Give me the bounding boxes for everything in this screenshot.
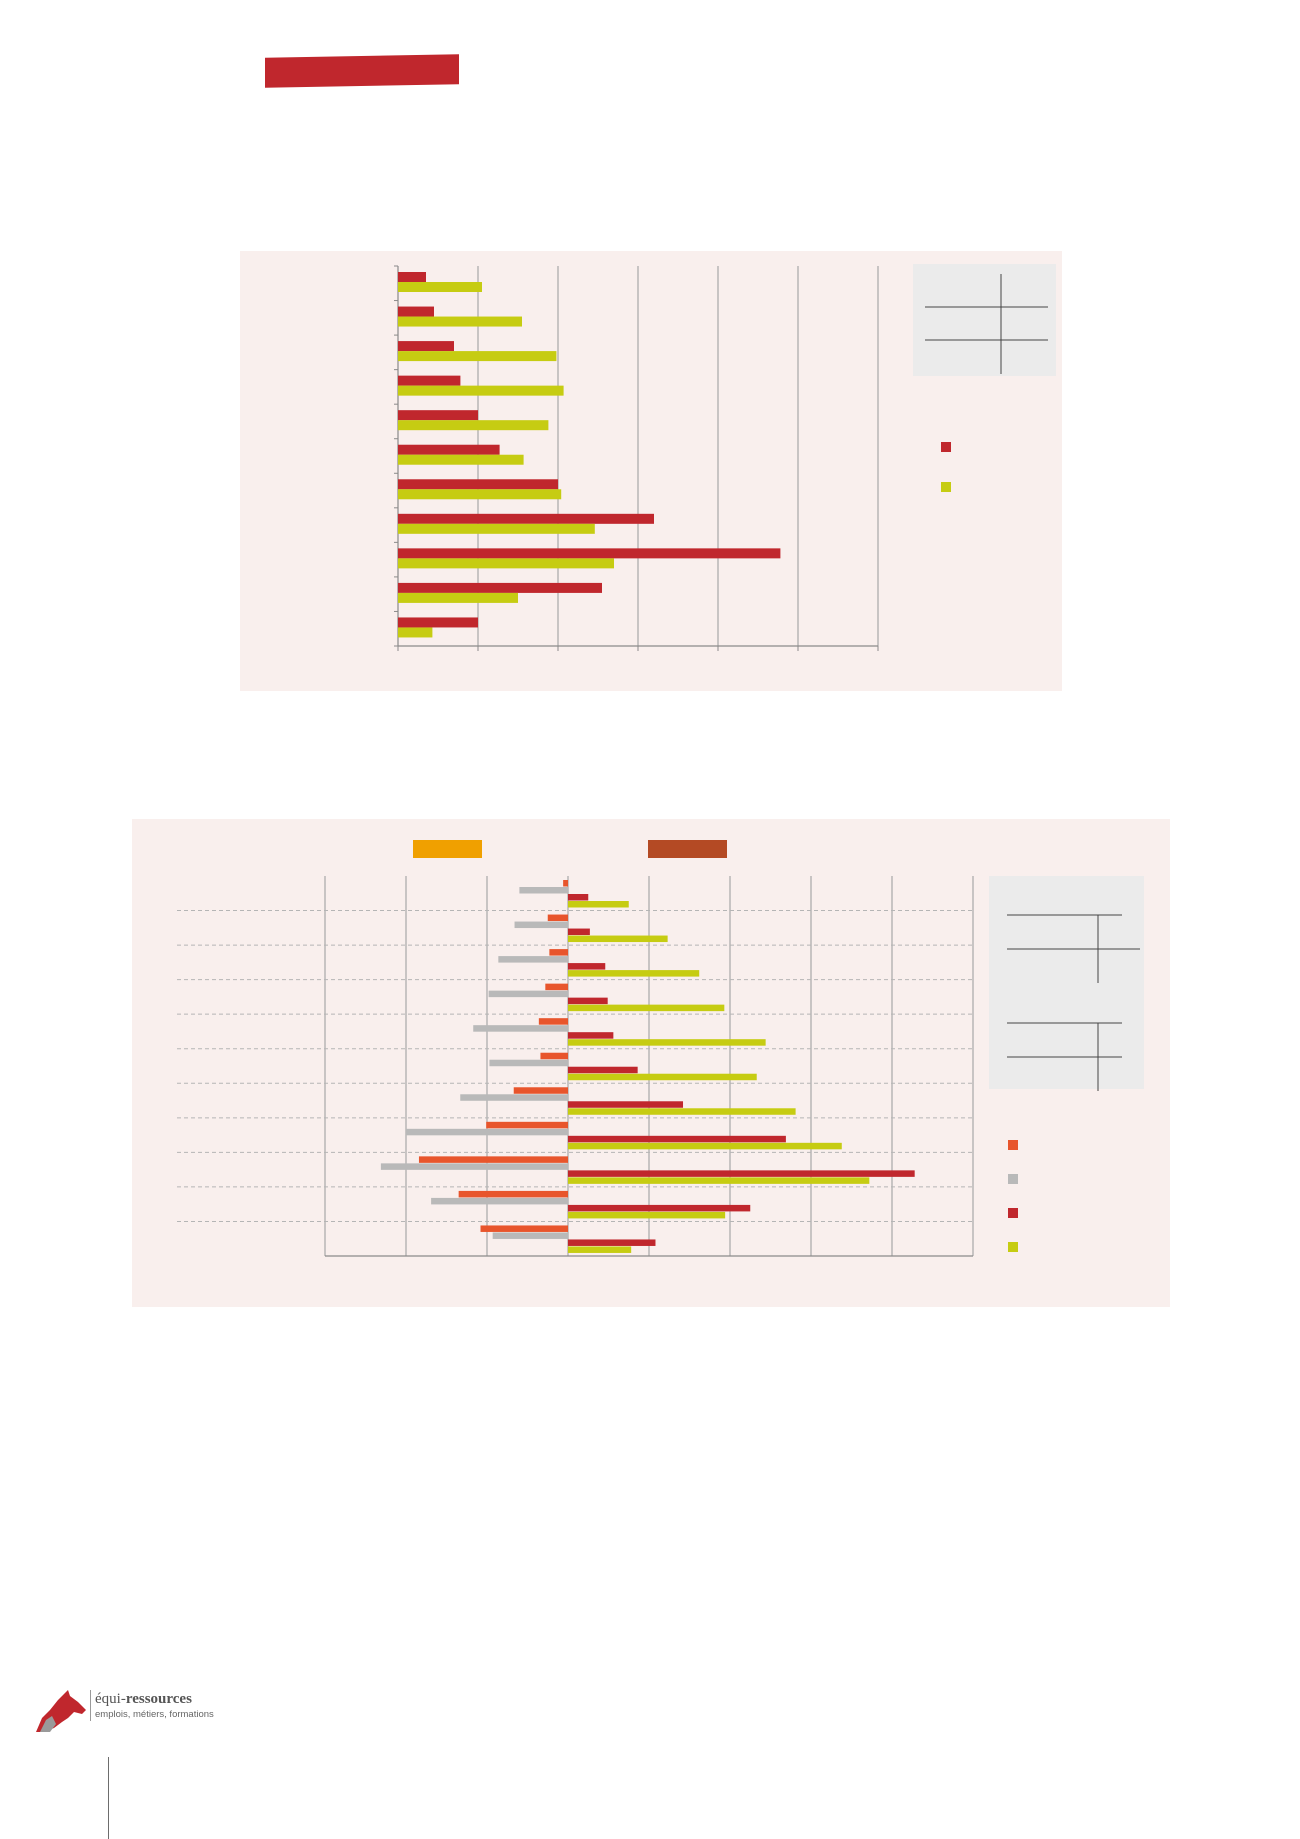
- bar-series-4: [568, 935, 668, 943]
- legend-swatch-series-2: [1008, 1174, 1018, 1184]
- bar-series-4: [568, 1246, 632, 1253]
- bar-series-2: [489, 1059, 568, 1067]
- bar-series-3: [568, 963, 606, 970]
- chart-panel-2: [132, 819, 1170, 1307]
- brand-block: équi-ressources emplois, métiers, format…: [90, 1690, 214, 1721]
- bar-series-1: [418, 1156, 568, 1163]
- bar-series-2: [473, 1025, 568, 1032]
- bar-series-3: [568, 1032, 614, 1039]
- bar-series-3: [568, 1170, 915, 1177]
- bar-series-2: [431, 1197, 568, 1205]
- bar-series-3: [568, 997, 608, 1005]
- bar-series-1: [547, 914, 568, 922]
- bar-series-2: [519, 887, 568, 894]
- bar-series-1: [545, 983, 568, 991]
- bar-series-4: [568, 1039, 766, 1046]
- bar-series-4: [568, 970, 700, 977]
- bar-series-2: [406, 1128, 568, 1136]
- bar-series-2: [460, 1094, 568, 1101]
- bar-series-3: [568, 1135, 786, 1143]
- bar-series-1: [398, 513, 654, 524]
- bar-series-1: [398, 617, 478, 628]
- legend-table-box: [989, 876, 1144, 1089]
- bar-series-1: [563, 880, 568, 887]
- legend-swatch-series-2: [941, 482, 951, 492]
- bar-series-1: [398, 582, 602, 593]
- bar-series-1: [486, 1121, 568, 1129]
- bar-series-1: [398, 272, 426, 282]
- bar-series-1: [398, 375, 461, 386]
- brand-name: équi-ressources: [95, 1691, 192, 1707]
- bar-series-4: [568, 1142, 842, 1150]
- bar-series-1: [480, 1225, 568, 1232]
- bar-series-1: [398, 306, 434, 317]
- bar-series-4: [568, 1211, 726, 1219]
- horse-logo-icon: [36, 1690, 86, 1732]
- bar-series-2: [498, 956, 568, 963]
- bar-series-3: [568, 1239, 656, 1246]
- bar-series-2: [488, 990, 568, 998]
- bar-series-2: [398, 627, 433, 638]
- legend-swatch-series-3: [1008, 1208, 1018, 1218]
- bar-series-1: [398, 341, 454, 352]
- bar-series-3: [568, 928, 590, 936]
- bar-series-1: [398, 444, 500, 455]
- brand-tagline: emplois, métiers, formations: [95, 1709, 214, 1720]
- bar-series-2: [398, 592, 518, 603]
- legend-swatch-series-1: [941, 442, 951, 452]
- bar-series-3: [568, 1101, 684, 1108]
- bar-series-3: [568, 1066, 638, 1074]
- bar-series-2: [398, 351, 557, 362]
- bar-series-2: [398, 282, 482, 292]
- bar-series-1: [458, 1190, 568, 1198]
- legend-swatch-series-4: [1008, 1242, 1018, 1252]
- bar-series-4: [568, 1108, 796, 1115]
- bar-chart-1: [394, 264, 1056, 651]
- bar-series-1: [398, 410, 478, 421]
- bar-series-2: [492, 1232, 568, 1239]
- bar-series-3: [568, 894, 589, 901]
- bar-series-2: [398, 316, 522, 327]
- bar-series-1: [398, 479, 558, 490]
- bar-series-2: [398, 454, 524, 465]
- bar-series-1: [540, 1052, 568, 1060]
- bar-series-2: [398, 420, 549, 431]
- bar-series-4: [568, 901, 629, 908]
- section-banner: [265, 54, 459, 88]
- bar-series-4: [568, 1004, 725, 1012]
- legend-swatch-series-1: [1008, 1140, 1018, 1150]
- bar-series-4: [568, 1073, 757, 1081]
- margin-rule: [108, 1757, 109, 1839]
- bar-series-2: [398, 385, 564, 396]
- header-swatch-orange: [413, 840, 482, 858]
- bar-series-2: [398, 523, 595, 534]
- bar-series-2: [398, 558, 614, 569]
- chart-panel-1: [240, 251, 1062, 691]
- bar-series-2: [380, 1163, 568, 1170]
- header-swatch-brown: [648, 840, 727, 858]
- bar-series-2: [398, 489, 562, 500]
- bar-series-3: [568, 1204, 751, 1212]
- bar-series-4: [568, 1177, 870, 1184]
- bar-series-1: [549, 949, 568, 956]
- bar-series-1: [398, 548, 781, 559]
- bar-series-1: [513, 1087, 568, 1094]
- bar-series-1: [538, 1018, 568, 1025]
- legend-table-box: [913, 264, 1056, 376]
- bar-series-2: [514, 921, 568, 929]
- bar-chart-2: [177, 840, 1144, 1257]
